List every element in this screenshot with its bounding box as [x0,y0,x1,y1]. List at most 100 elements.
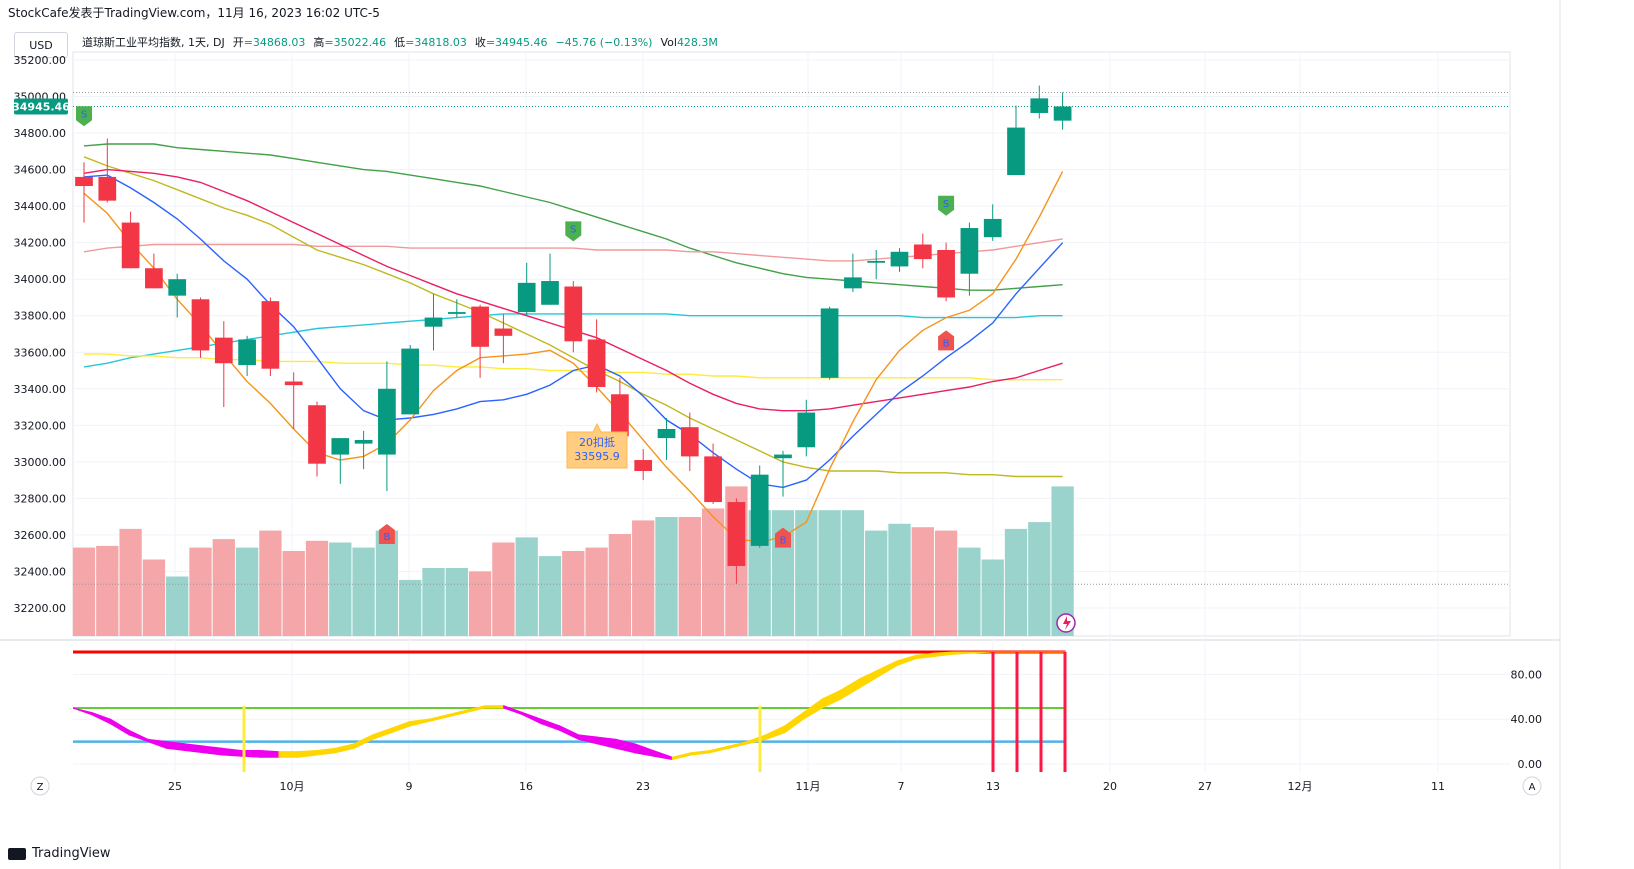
candle-body [308,405,326,464]
candle-body [937,249,955,298]
volume-bar [562,551,585,636]
price-tick-label: 32600.00 [14,529,67,542]
osc-band-segment [709,745,729,754]
osc-band-segment [128,729,149,743]
low-stat: 低=34818.03 [394,34,467,50]
osc-band-segment [465,705,486,714]
osc-band-segment [222,747,243,757]
header-title: StockCafe发表于TradingView.com，11月 16, 2023… [8,6,380,20]
osc-band-segment [634,743,655,757]
osc-band-segment [521,711,542,725]
candle-body [634,460,653,471]
osc-band-segment [428,714,449,723]
osc-band-segment [971,651,991,654]
time-tick-label: 10月 [280,780,305,793]
candle-body [145,268,163,289]
volume-label: Vol [660,35,677,49]
volume-bar [911,527,934,636]
volume-bar [655,517,678,636]
moving-average-line [83,156,1063,478]
candle-body [611,394,629,437]
osc-tick-label: 80.00 [1511,668,1543,681]
candle-body [704,456,722,503]
annotation-line1: 20扣抵 [579,435,615,449]
candle-body [354,439,373,444]
candle-body [983,218,1002,238]
tradingview-logo-icon [8,847,26,860]
sell-signal-label: S [570,224,576,235]
osc-band-segment [390,720,411,734]
price-tick-label: 32200.00 [14,602,67,615]
volume-bar [492,542,515,636]
candle-body [494,328,513,336]
candle-body [960,228,979,274]
candle-body [820,308,839,378]
osc-band-segment [559,725,580,741]
candle-body [1007,127,1025,176]
volume-bar [305,540,329,636]
candle-body [517,282,536,313]
osc-band-segment [596,736,617,749]
osc-band-segment [166,741,186,752]
osc-band-segment [372,727,392,741]
volume-bar [142,559,166,636]
volume-bar [259,530,282,636]
price-tick-label: 33000.00 [14,456,67,469]
buy-signal-icon [938,330,955,351]
osc-band-segment [859,669,879,689]
candle-body [214,337,233,364]
volume-bar [422,568,445,636]
change-value: −45.76 (−0.13%) [555,35,653,49]
volume-bar [212,539,235,636]
price-tick-label: 34000.00 [14,273,67,286]
candle-body [541,281,559,305]
volume-bar [189,547,212,636]
auto-scale-button [1522,776,1542,796]
low-label: 低 [394,36,406,49]
osc-band-segment [315,747,336,756]
candle-body [284,381,303,386]
footer-brand: TradingView [32,846,111,861]
price-tick-label: 33400.00 [14,383,67,396]
time-tick-label: 23 [636,780,650,793]
osc-band-segment [334,743,355,754]
osc-band-segment [109,718,130,736]
osc-band-segment [934,651,954,658]
osc-tick-label: 0.00 [1518,758,1543,771]
osc-band-segment [484,705,505,709]
candle-body [121,222,140,269]
sell-signal-icon [938,195,955,216]
osc-band-segment [690,749,711,756]
oscillator-panel: 80.00 40.00 0.00 [72,650,1543,772]
currency-button[interactable]: USD [14,32,68,58]
candle-body [1053,106,1072,121]
volume-bar [585,547,608,636]
osc-band-segment [896,654,917,667]
annotation-callout [566,422,628,469]
volume-bar [818,510,841,636]
candle-body [98,176,117,201]
osc-band-segment [278,751,299,758]
price-tick-label: 33600.00 [14,346,67,359]
sell-signal-label: S [943,199,949,210]
high-label: 高 [313,36,325,49]
osc-band-segment [447,709,467,718]
price-tick-label: 33200.00 [14,419,67,432]
last-price-tag-label: 34945.46 [12,100,70,113]
osc-band-segment [840,677,861,700]
close-stat: 收=34945.46 [475,34,548,50]
volume-bar [96,545,119,636]
volume-bar [399,579,422,636]
sell-signal-icon [76,106,92,127]
low-value: =34818.03 [405,36,467,49]
zoom-button-label: Z [37,782,44,793]
osc-band-segment [91,711,111,725]
candle-body [191,299,210,351]
volume-bar [1004,528,1028,636]
osc-tick-label: 40.00 [1511,713,1543,726]
osc-band-segment [540,718,561,732]
volume-bar [865,530,888,636]
open-label: 开 [232,36,244,49]
auto-scale-button-label: A [1529,782,1536,793]
